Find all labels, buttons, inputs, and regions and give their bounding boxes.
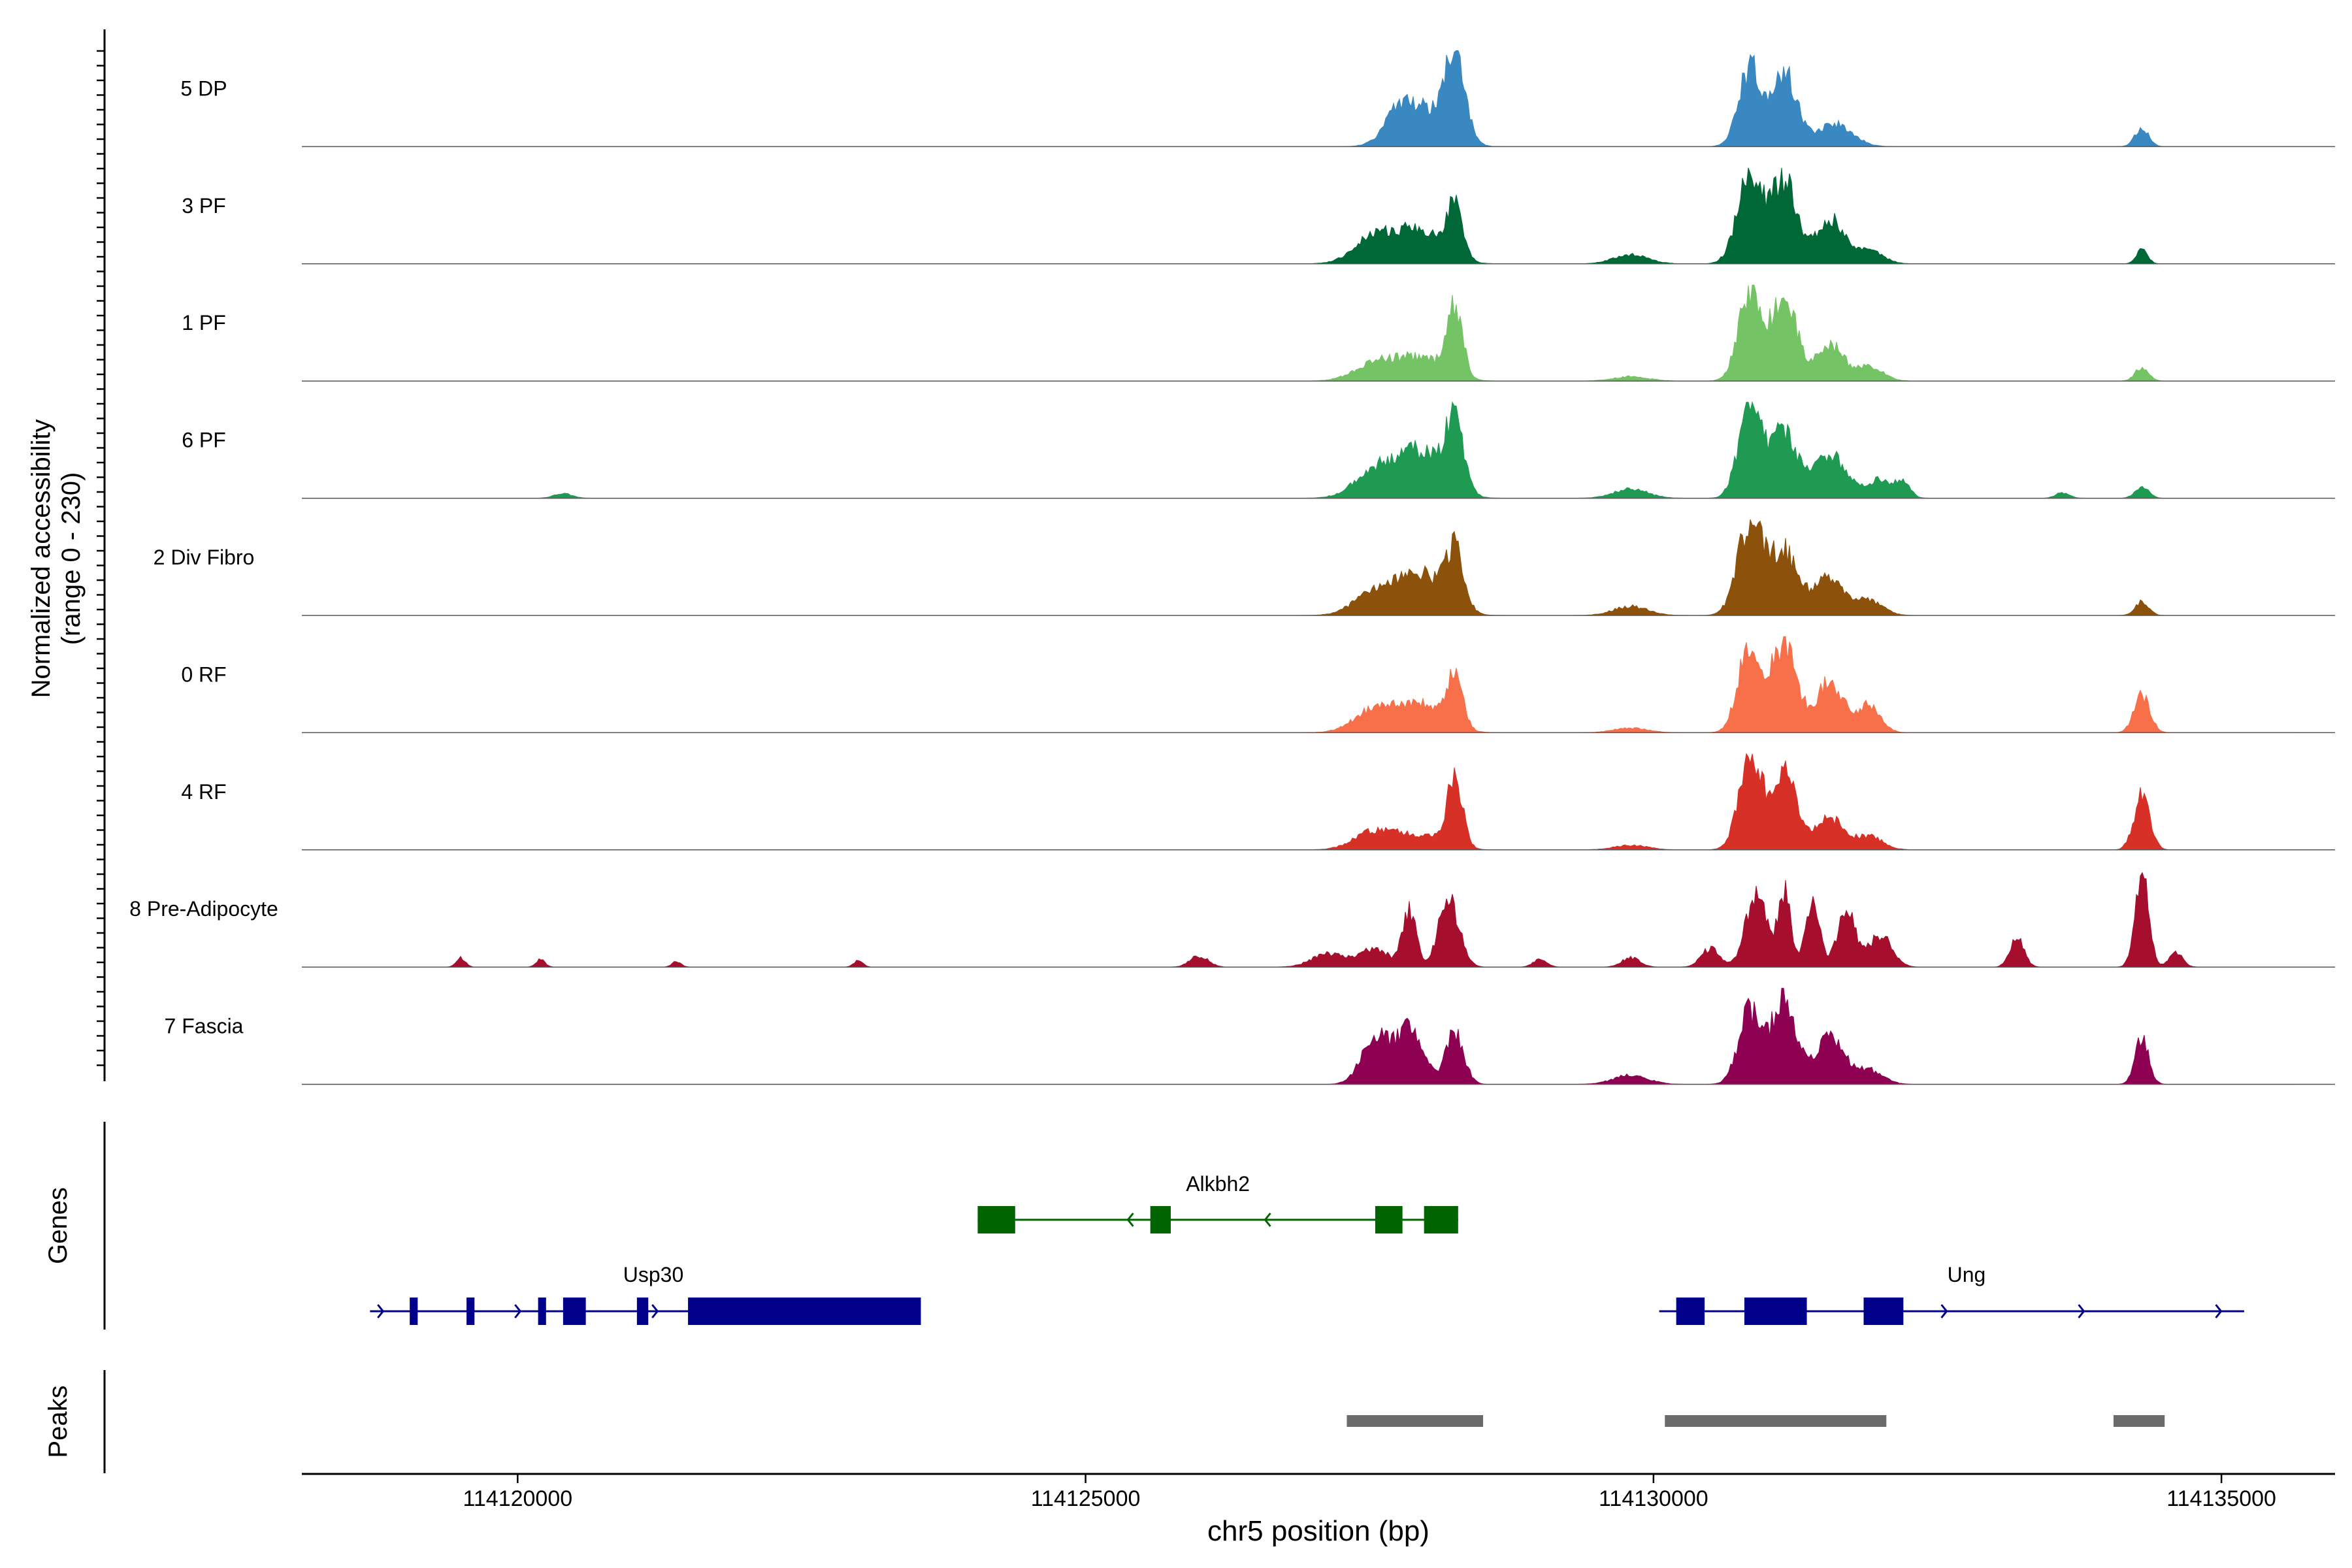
peaks-panel	[1347, 1415, 2165, 1427]
track-label-5: 0 RF	[181, 662, 226, 686]
strand-chevron-alkbh2-1	[1264, 1213, 1271, 1227]
strand-chevron-usp30-0	[377, 1304, 385, 1318]
coverage-area-5	[302, 636, 2296, 733]
gene-label-alkbh2: Alkbh2	[1186, 1172, 1250, 1196]
exon-alkbh2-1	[1150, 1206, 1171, 1233]
peak-bar-2	[2113, 1415, 2165, 1427]
y-axis-label: Normalized accessibility	[27, 419, 56, 698]
coverage-area-3	[302, 400, 2296, 499]
exon-usp30-0	[410, 1298, 418, 1325]
track-label-7: 8 Pre-Adipocyte	[129, 897, 278, 921]
peak-bar-0	[1347, 1415, 1484, 1427]
x-tick-label-3: 114135000	[2166, 1486, 2276, 1511]
track-label-0: 5 DP	[180, 76, 227, 100]
peak-bar-1	[1665, 1415, 1887, 1427]
x-tick-label-2: 114130000	[1599, 1486, 1708, 1511]
exon-usp30-3	[563, 1298, 586, 1325]
strand-chevron-usp30-2	[651, 1304, 659, 1318]
coverage-area-7	[302, 872, 2296, 968]
gene-label-ung: Ung	[1948, 1263, 1986, 1286]
track-label-1: 3 PF	[182, 194, 226, 218]
coverage-area-1	[302, 167, 2296, 265]
track-label-3: 6 PF	[182, 429, 226, 452]
coverage-tracks: 5 DP 3 PF 1 PF 6 PF 2 Div Fibro 0 RF 4 RF 8 Pre…	[129, 50, 2335, 1085]
exon-ung-1	[1744, 1298, 1807, 1325]
y-axis-ticks	[97, 50, 105, 1066]
y-axis-range-label: (range 0 - 230)	[57, 472, 86, 645]
track-label-8: 7 Fascia	[165, 1015, 244, 1038]
exon-ung-2	[1863, 1298, 1904, 1325]
x-tick-label-1: 114125000	[1031, 1486, 1141, 1511]
genes-panel: Alkbh2 Usp30 Ung	[370, 1172, 2244, 1325]
strand-chevron-ung-1	[2078, 1304, 2085, 1318]
x-tick-label-0: 114120000	[463, 1486, 572, 1511]
track-label-6: 4 RF	[181, 780, 226, 804]
peaks-panel-label: Peaks	[44, 1385, 73, 1458]
exon-alkbh2-3	[1424, 1206, 1458, 1233]
coverage-area-0	[302, 50, 2296, 147]
exon-usp30-1	[466, 1298, 475, 1325]
exon-alkbh2-0	[977, 1206, 1015, 1233]
strand-chevron-ung-0	[1940, 1304, 1948, 1318]
gene-label-usp30: Usp30	[623, 1263, 684, 1286]
exon-ung-0	[1676, 1298, 1705, 1325]
x-axis-ticks: 114120000 114125000 114130000 114135000	[463, 1474, 2276, 1511]
coverage-area-8	[302, 988, 2296, 1085]
exon-usp30-5	[688, 1298, 921, 1325]
track-label-2: 1 PF	[182, 311, 226, 335]
exon-usp30-2	[538, 1298, 546, 1325]
strand-chevron-ung-2	[2215, 1304, 2223, 1318]
strand-chevron-alkbh2-0	[1126, 1213, 1134, 1227]
genes-panel-label: Genes	[44, 1187, 73, 1264]
track-label-4: 2 Div Fibro	[154, 546, 255, 569]
strand-chevron-usp30-1	[514, 1304, 522, 1318]
exon-usp30-4	[636, 1298, 649, 1325]
exon-alkbh2-2	[1375, 1206, 1403, 1233]
coverage-area-2	[302, 284, 2296, 382]
coverage-area-4	[302, 519, 2296, 616]
coverage-area-6	[302, 753, 2296, 851]
x-axis-label: chr5 position (bp)	[1207, 1515, 1429, 1547]
